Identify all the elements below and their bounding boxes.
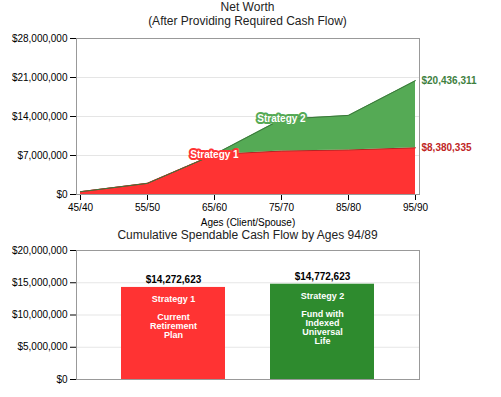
svg-text:Ages (Client/Spouse): Ages (Client/Spouse) xyxy=(201,217,296,228)
svg-text:55/50: 55/50 xyxy=(135,202,160,213)
svg-text:Strategy 2Fund withIndexedUniv: Strategy 2Fund withIndexedUniversalLife xyxy=(301,291,345,346)
svg-text:45/40: 45/40 xyxy=(68,202,93,213)
svg-text:$14,772,623: $14,772,623 xyxy=(295,271,351,282)
svg-text:Strategy 1CurrentRetirementPla: Strategy 1CurrentRetirementPlan xyxy=(150,294,197,340)
html-text:Cumulative Spendable Cash Flow: Cumulative Spendable Cash Flow by Ages 9… xyxy=(117,228,378,242)
svg-text:$28,000,000: $28,000,000 xyxy=(12,33,68,44)
svg-text:75/70: 75/70 xyxy=(269,202,294,213)
svg-text:$14,000,000: $14,000,000 xyxy=(12,111,68,122)
svg-text:Strategy 2: Strategy 2 xyxy=(257,113,306,124)
svg-text:$0: $0 xyxy=(56,374,68,385)
svg-text:$20,000,000: $20,000,000 xyxy=(12,245,68,256)
svg-text:$5,000,000: $5,000,000 xyxy=(17,341,67,352)
svg-text:$20,436,311: $20,436,311 xyxy=(422,75,477,86)
svg-text:$15,000,000: $15,000,000 xyxy=(12,277,68,288)
svg-text:Strategy 1: Strategy 1 xyxy=(190,149,239,160)
svg-text:$0: $0 xyxy=(56,189,68,200)
svg-text:95/90: 95/90 xyxy=(403,202,428,213)
svg-text:$10,000,000: $10,000,000 xyxy=(12,309,68,320)
svg-text:$14,272,623: $14,272,623 xyxy=(146,274,202,285)
html-text:Net Worth (After Providing Req: Net Worth (After Providing Required Cash… xyxy=(148,0,347,28)
svg-text:65/60: 65/60 xyxy=(202,202,227,213)
svg-text:85/80: 85/80 xyxy=(336,202,361,213)
svg-text:$7,000,000: $7,000,000 xyxy=(17,150,67,161)
svg-text:$21,000,000: $21,000,000 xyxy=(12,72,68,83)
svg-text:$8,380,335: $8,380,335 xyxy=(422,142,472,153)
